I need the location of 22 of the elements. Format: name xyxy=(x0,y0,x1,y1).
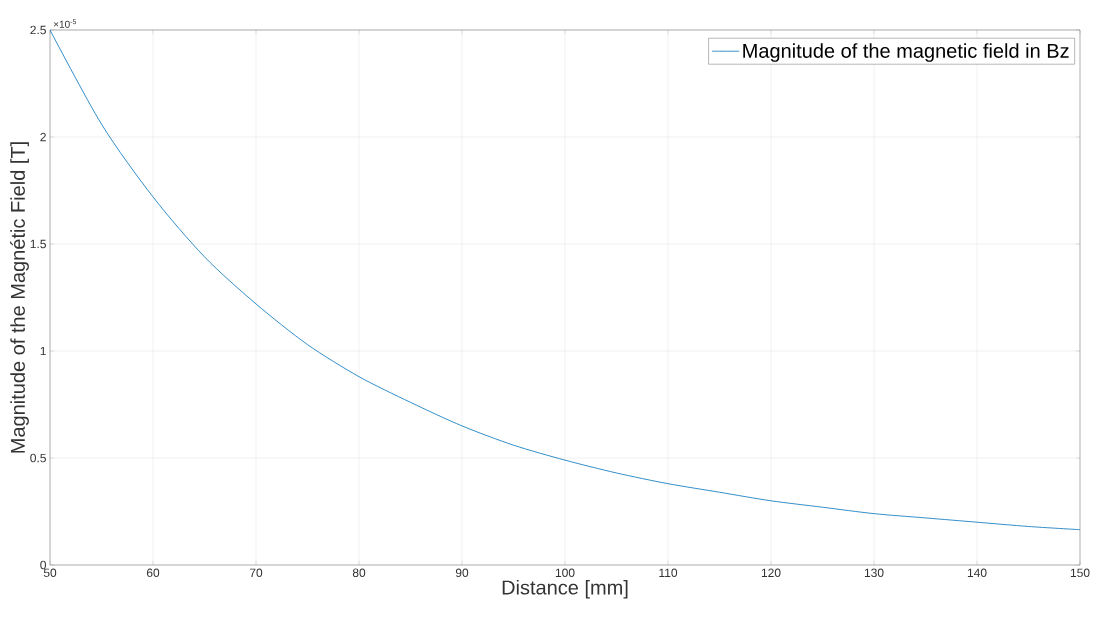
x-tick-label: 50 xyxy=(43,568,57,578)
y-tick-label: 2 xyxy=(40,132,46,142)
x-tick-label: 130 xyxy=(864,568,884,578)
x-tick-label: 100 xyxy=(555,568,575,578)
text: ×10$^{-5}$ xyxy=(53,19,77,28)
x-tick-label: 70 xyxy=(249,568,263,578)
x-tick-label: 140 xyxy=(967,568,987,578)
y-tick-label: 2.5 xyxy=(30,25,46,35)
x-tick-label: 150 xyxy=(1070,568,1090,578)
y-tick-label: 0.5 xyxy=(30,453,46,463)
x-axis-title: Distance [mm] xyxy=(502,579,628,599)
x-tick-label: 80 xyxy=(352,568,366,578)
y-tick-label: 0 xyxy=(40,560,47,570)
x-tick-label: 90 xyxy=(455,568,469,578)
y-axis-title: Magnitude of the Magnétic Field [T] xyxy=(10,142,29,453)
y-tick-label: 1.5 xyxy=(30,239,46,249)
x-tick-label: 60 xyxy=(146,568,160,578)
y-tick-label: 1 xyxy=(40,346,46,356)
x-tick-label: 120 xyxy=(761,568,781,578)
legend-label: Magnitude of the magnetic field in Bz xyxy=(743,43,1069,62)
x-tick-label: 110 xyxy=(659,568,678,578)
line-series xyxy=(50,29,1081,531)
